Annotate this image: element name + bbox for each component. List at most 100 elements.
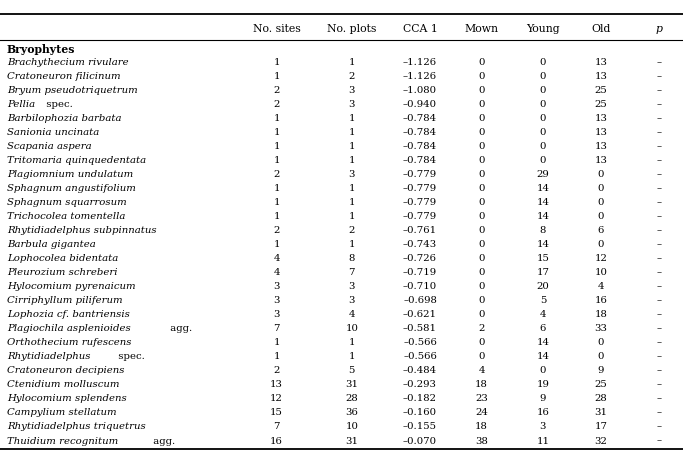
Text: –: – [656, 366, 662, 375]
Text: 2: 2 [273, 100, 280, 109]
Text: Sphagnum squarrosum: Sphagnum squarrosum [7, 198, 126, 207]
Text: 14: 14 [536, 212, 550, 221]
Text: 6: 6 [540, 324, 546, 333]
Text: –0.726: –0.726 [403, 254, 437, 263]
Text: 13: 13 [594, 156, 608, 165]
Text: 0: 0 [478, 86, 485, 95]
Text: –0.566: –0.566 [403, 352, 437, 361]
Text: Rhytidiadelphus: Rhytidiadelphus [7, 352, 90, 361]
Text: 4: 4 [348, 310, 355, 319]
Text: 3: 3 [348, 283, 355, 292]
Text: –0.155: –0.155 [403, 422, 437, 431]
Text: 1: 1 [348, 338, 355, 347]
Text: –0.070: –0.070 [403, 437, 437, 446]
Text: 10: 10 [346, 324, 358, 333]
Text: –0.698: –0.698 [403, 296, 437, 305]
Text: Mown: Mown [464, 24, 499, 34]
Text: 2: 2 [273, 86, 280, 95]
Text: 29: 29 [537, 170, 549, 179]
Text: –0.784: –0.784 [403, 114, 437, 123]
Text: 0: 0 [598, 338, 604, 347]
Text: 13: 13 [594, 142, 608, 151]
Text: 1: 1 [273, 198, 280, 207]
Text: –: – [656, 409, 662, 418]
Text: agg.: agg. [167, 324, 192, 333]
Text: –0.621: –0.621 [403, 310, 437, 319]
Text: 2: 2 [273, 366, 280, 375]
Text: 15: 15 [270, 409, 283, 418]
Text: 2: 2 [478, 324, 485, 333]
Text: –: – [656, 72, 662, 81]
Text: p: p [656, 24, 663, 34]
Text: 16: 16 [270, 437, 283, 446]
Text: 0: 0 [478, 268, 485, 277]
Text: 0: 0 [540, 114, 546, 123]
Text: –0.940: –0.940 [403, 100, 437, 109]
Text: 11: 11 [536, 437, 550, 446]
Text: –0.779: –0.779 [403, 212, 437, 221]
Text: 13: 13 [270, 381, 283, 390]
Text: –: – [656, 324, 662, 333]
Text: 13: 13 [594, 128, 608, 137]
Text: 0: 0 [540, 58, 546, 67]
Text: spec.: spec. [115, 352, 144, 361]
Text: 2: 2 [273, 226, 280, 235]
Text: 2: 2 [273, 170, 280, 179]
Text: 0: 0 [540, 156, 546, 165]
Text: 32: 32 [595, 437, 607, 446]
Text: 3: 3 [273, 296, 280, 305]
Text: 18: 18 [595, 310, 607, 319]
Text: –0.784: –0.784 [403, 156, 437, 165]
Text: Cratoneuron decipiens: Cratoneuron decipiens [7, 366, 124, 375]
Text: –: – [656, 240, 662, 249]
Text: –: – [656, 296, 662, 305]
Text: 0: 0 [478, 72, 485, 81]
Text: 5: 5 [348, 366, 355, 375]
Text: 0: 0 [478, 198, 485, 207]
Text: 1: 1 [348, 128, 355, 137]
Text: –: – [656, 338, 662, 347]
Text: 24: 24 [475, 409, 488, 418]
Text: Cratoneuron filicinum: Cratoneuron filicinum [7, 72, 120, 81]
Text: Hylocomium splendens: Hylocomium splendens [7, 394, 126, 403]
Text: 0: 0 [598, 170, 604, 179]
Text: 3: 3 [273, 283, 280, 292]
Text: –0.581: –0.581 [403, 324, 437, 333]
Text: Lophozia cf. bantriensis: Lophozia cf. bantriensis [7, 310, 130, 319]
Text: 1: 1 [273, 352, 280, 361]
Text: 0: 0 [598, 198, 604, 207]
Text: –: – [656, 283, 662, 292]
Text: 13: 13 [594, 58, 608, 67]
Text: Barbilophozia barbata: Barbilophozia barbata [7, 114, 122, 123]
Text: 0: 0 [478, 114, 485, 123]
Text: 0: 0 [478, 100, 485, 109]
Text: 0: 0 [540, 72, 546, 81]
Text: 4: 4 [598, 283, 604, 292]
Text: 0: 0 [598, 240, 604, 249]
Text: 1: 1 [273, 114, 280, 123]
Text: 25: 25 [595, 381, 607, 390]
Text: 28: 28 [595, 394, 607, 403]
Text: Pleurozium schreberi: Pleurozium schreberi [7, 268, 117, 277]
Text: Pellia: Pellia [7, 100, 35, 109]
Text: 9: 9 [540, 394, 546, 403]
Text: –: – [656, 226, 662, 235]
Text: 0: 0 [478, 296, 485, 305]
Text: 1: 1 [273, 58, 280, 67]
Text: 38: 38 [475, 437, 488, 446]
Text: 31: 31 [345, 381, 359, 390]
Text: –: – [656, 310, 662, 319]
Text: 31: 31 [594, 409, 608, 418]
Text: 1: 1 [273, 142, 280, 151]
Text: 0: 0 [478, 128, 485, 137]
Text: Tritomaria quinquedentata: Tritomaria quinquedentata [7, 156, 146, 165]
Text: 7: 7 [273, 422, 280, 431]
Text: No. plots: No. plots [327, 24, 376, 34]
Text: –0.710: –0.710 [403, 283, 437, 292]
Text: –0.182: –0.182 [403, 394, 437, 403]
Text: 1: 1 [273, 184, 280, 193]
Text: 3: 3 [348, 86, 355, 95]
Text: –: – [656, 86, 662, 95]
Text: 25: 25 [595, 100, 607, 109]
Text: –: – [656, 352, 662, 361]
